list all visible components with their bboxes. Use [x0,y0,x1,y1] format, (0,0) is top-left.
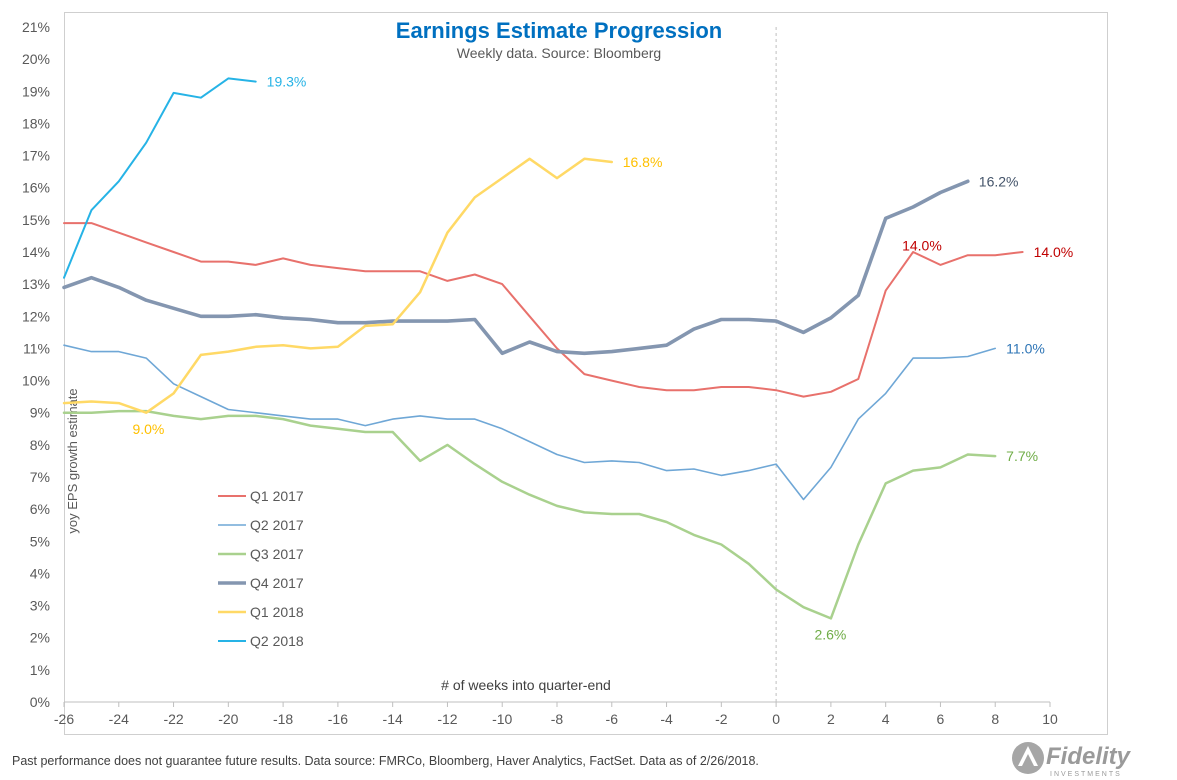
y-tick-label: 7% [30,469,50,485]
legend-label: Q2 2018 [250,633,304,649]
x-tick-label: -8 [551,711,564,727]
brand-tagline: INVESTMENTS [1050,771,1122,778]
legend-label: Q1 2018 [250,604,304,620]
y-tick-label: 21% [22,19,50,35]
x-tick-label: -20 [218,711,238,727]
y-tick-label: 20% [22,51,50,67]
legend-label: Q3 2017 [250,546,304,562]
y-tick-label: 5% [30,533,50,549]
y-tick-label: 17% [22,148,50,164]
x-tick-label: -6 [606,711,619,727]
x-tick-label: -26 [54,711,74,727]
series-line-q1-2018 [62,157,614,414]
legend-label: Q2 2017 [250,517,304,533]
x-tick-label: -18 [273,711,293,727]
x-tick-label: 2 [827,711,835,727]
x-tick-label: -22 [163,711,183,727]
pyramid-icon [1012,742,1044,774]
y-tick-label: 0% [30,694,50,710]
data-label: 16.8% [623,154,663,170]
y-tick-label: 13% [22,276,50,292]
y-tick-label: 8% [30,437,50,453]
x-axis-label: # of weeks into quarter-end [441,677,611,693]
series-line-q1-2017 [63,222,1024,398]
brand-name: Fidelity [1046,743,1132,770]
footer-disclaimer: Past performance does not guarantee futu… [12,754,759,768]
y-tick-label: 14% [22,244,50,260]
y-tick-label: 6% [30,501,50,517]
data-label: 2.6% [814,627,846,643]
y-tick-label: 10% [22,373,50,389]
x-tick-label: -14 [383,711,403,727]
series-line-q2-2017 [63,344,997,501]
y-tick-label: 16% [22,180,50,196]
series-line-q4-2017 [62,179,970,356]
data-label: 16.2% [979,173,1019,189]
data-label: 7.7% [1006,448,1038,464]
x-tick-label: -2 [715,711,728,727]
x-tick-label: -16 [328,711,348,727]
y-tick-label: 11% [23,340,50,356]
y-tick-label: 3% [30,598,50,614]
legend-label: Q1 2017 [250,488,304,504]
series-line-q2-2018 [63,77,257,279]
data-label: 19.3% [267,74,307,90]
data-label: 11.0% [1006,340,1045,356]
x-tick-label: 0 [772,711,780,727]
data-label: 14.0% [902,238,942,254]
x-tick-label: -4 [660,711,673,727]
y-tick-label: 15% [22,212,50,228]
x-tick-label: -12 [437,711,457,727]
x-tick-label: 8 [991,711,999,727]
y-tick-label: 2% [30,630,50,646]
chart-subtitle: Weekly data. Source: Bloomberg [457,45,661,61]
y-tick-label: 12% [22,308,50,324]
data-label: 14.0% [1034,244,1074,260]
x-tick-label: 4 [882,711,890,727]
x-tick-label: -10 [492,711,512,727]
x-tick-label: 10 [1042,711,1058,727]
y-axis-label: yoy EPS growth estimate [65,388,80,533]
series-line-q3-2017 [62,409,997,620]
y-tick-label: 1% [30,662,50,678]
data-label: 9.0% [132,421,164,437]
y-tick-label: 19% [22,83,50,99]
fidelity-logo: Fidelity INVESTMENTS [1012,742,1132,778]
x-tick-label: -24 [109,711,129,727]
y-tick-label: 9% [30,405,50,421]
earnings-estimate-chart: Earnings Estimate Progression Weekly dat… [22,18,1074,727]
x-tick-label: 6 [937,711,945,727]
chart-frame [64,12,1108,735]
legend-label: Q4 2017 [250,575,304,591]
chart-title: Earnings Estimate Progression [396,18,722,43]
y-tick-label: 18% [22,115,50,131]
y-tick-label: 4% [30,565,50,581]
